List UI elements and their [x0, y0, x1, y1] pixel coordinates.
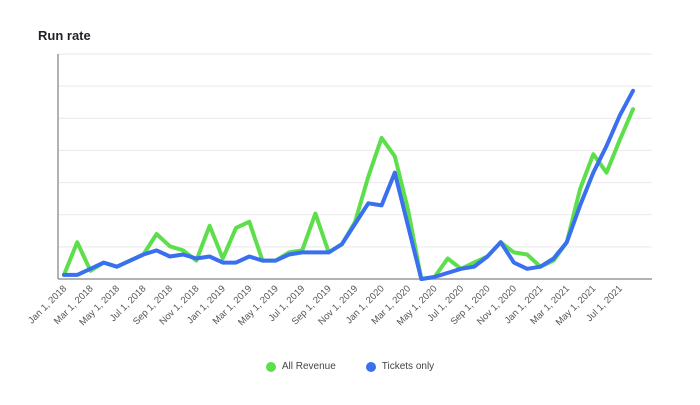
series-lines	[62, 88, 635, 281]
legend: All Revenue Tickets only	[0, 361, 700, 372]
legend-marker-tickets-only	[365, 361, 376, 372]
legend-label-all-revenue: All Revenue	[281, 361, 336, 372]
legend-marker-all-revenue	[265, 361, 276, 372]
legend-label-tickets-only: Tickets only	[381, 361, 435, 372]
chart-title: Run rate	[38, 28, 91, 43]
series-line-tickets-only[interactable]	[62, 88, 635, 281]
axes	[57, 54, 652, 280]
legend-item-all-revenue[interactable]: All Revenue	[265, 361, 336, 372]
legend-item-tickets-only[interactable]: Tickets only	[365, 361, 435, 372]
